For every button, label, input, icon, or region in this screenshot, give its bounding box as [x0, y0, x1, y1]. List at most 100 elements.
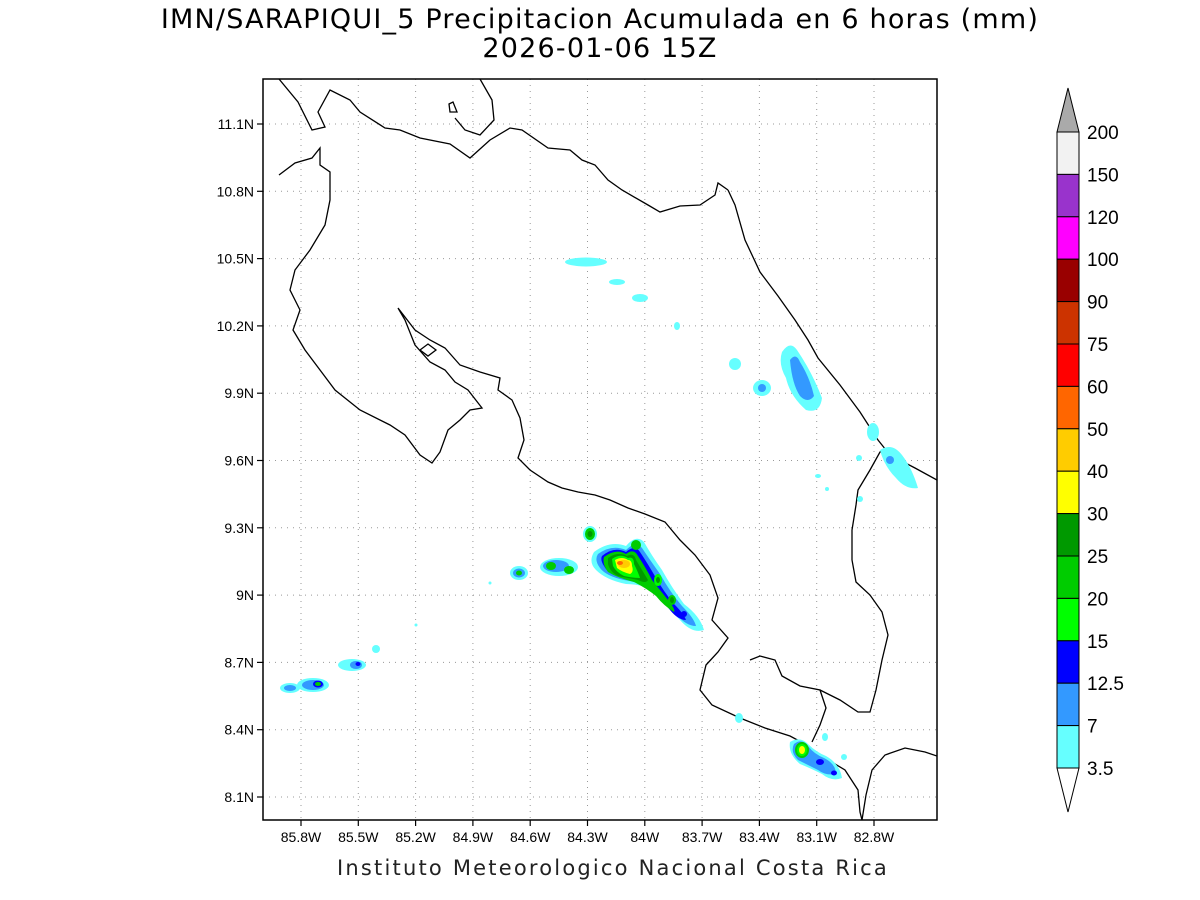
panama-border: [819, 447, 889, 713]
lat-tick-label: 9N: [236, 587, 254, 603]
legend-level-label: 30: [1087, 505, 1108, 526]
legend-level-label: 60: [1087, 377, 1108, 398]
legend-swatch: [1056, 428, 1080, 472]
precip-cell: [790, 356, 814, 400]
lat-tick-label: 8.7N: [224, 654, 254, 670]
precip-cell: [670, 597, 674, 603]
pacific-coast-north: [278, 146, 863, 820]
precip-cell: [857, 496, 863, 502]
precip-cell: [674, 322, 680, 330]
nicaragua-border-and-lake: [278, 79, 937, 481]
precip-cell: [856, 455, 862, 461]
precip-cell: [799, 746, 805, 754]
legend-level-label: 7: [1087, 717, 1098, 738]
lat-tick-label: 8.4N: [224, 722, 254, 738]
precip-cell: [867, 423, 879, 441]
map-frame: [262, 78, 938, 821]
precip-cell: [488, 581, 492, 585]
precip-cell: [414, 623, 418, 627]
legend-swatch: [1056, 555, 1080, 599]
color-scale-legend: 200 150 120 100 90 75 60 50 40 30 25 20 15 12.5 7 3.5: [1056, 87, 1124, 813]
legend-level-label: 50: [1087, 420, 1108, 441]
nicaragua-coast-north: [454, 79, 495, 136]
lon-tick-label: 84.9W: [453, 829, 494, 845]
lat-tick-label: 10.5N: [217, 251, 254, 267]
legend-under-triangle: [1056, 767, 1080, 813]
legend-swatch: [1056, 640, 1080, 684]
lat-tick-label: 9.9N: [224, 385, 254, 401]
legend-swatch: [1056, 343, 1080, 387]
lat-tick-label: 10.2N: [217, 318, 254, 334]
legend-swatch: [1056, 173, 1080, 218]
precip-cell: [681, 611, 687, 617]
map-title: IMN/SARAPIQUI_5 Precipitacion Acumulada …: [160, 4, 1040, 35]
lon-tick-label: 84.3W: [567, 829, 608, 845]
lon-tick-label: 84W: [630, 829, 660, 845]
coastline-borders: [278, 79, 937, 820]
legend-level-label: 20: [1087, 589, 1108, 610]
precip-cell: [825, 487, 829, 491]
legend-swatch: [1056, 725, 1080, 769]
longitude-axis: 85.8W 85.5W 85.2W 84.9W 84.6W 84.3W 84W 83.7W 83…: [281, 820, 895, 845]
precip-cell: [886, 456, 894, 464]
legend-swatch: [1056, 385, 1080, 430]
panama-coast-south: [861, 747, 937, 820]
precip-cell: [355, 662, 361, 666]
precip-field: [280, 257, 918, 780]
precip-cell: [758, 384, 766, 392]
precip-cell: [831, 770, 837, 776]
precip-cell: [315, 682, 321, 686]
osa-peninsula: [749, 655, 827, 743]
legend-level-label: 40: [1087, 462, 1108, 483]
legend-level-label: 12.5: [1087, 674, 1124, 695]
legend-level-label: 75: [1087, 335, 1108, 356]
legend-level-label: 90: [1087, 293, 1108, 314]
legend-swatch: [1056, 258, 1080, 303]
lon-tick-label: 84.6W: [510, 829, 551, 845]
lon-tick-label: 85.2W: [395, 829, 436, 845]
lon-tick-label: 85.5W: [338, 829, 379, 845]
lat-tick-label: 9.6N: [224, 453, 254, 469]
legend-swatch: [1056, 470, 1080, 515]
precip-cell: [815, 474, 821, 478]
lat-tick-label: 9.3N: [224, 520, 254, 536]
legend-swatch: [1056, 682, 1080, 727]
precip-cell: [841, 754, 847, 760]
lat-tick-label: 11.1N: [218, 116, 254, 132]
lat-tick-label: 8.1N: [224, 789, 254, 805]
legend-swatch: [1056, 301, 1080, 345]
precip-cell: [822, 733, 828, 741]
legend-over-triangle: [1056, 87, 1080, 133]
lon-tick-label: 82.8W: [854, 829, 895, 845]
lon-tick-label: 85.8W: [281, 829, 322, 845]
legend-level-label: 120: [1087, 208, 1119, 229]
legend-level-label: 25: [1087, 547, 1108, 568]
legend-level-label: 3.5: [1087, 759, 1113, 780]
precip-cell: [631, 540, 641, 550]
precip-cell: [617, 561, 623, 565]
legend-swatch: [1056, 513, 1080, 557]
precip-cell: [546, 562, 556, 570]
precip-cell: [656, 577, 660, 583]
precip-cell: [516, 570, 522, 576]
credit-text: Instituto Meteorologico Nacional Costa R…: [337, 856, 889, 880]
precip-cell: [564, 566, 574, 574]
precip-cell: [565, 257, 607, 267]
precip-cell: [284, 685, 296, 691]
precip-cell: [729, 358, 741, 370]
map-grid: [263, 79, 937, 820]
map-subtitle-date: 2026-01-06 15Z: [482, 33, 718, 64]
lake-island: [448, 101, 458, 113]
legend-level-label: 15: [1087, 632, 1108, 653]
lon-tick-label: 83.1W: [796, 829, 837, 845]
legend-level-label: 150: [1087, 165, 1119, 186]
precip-cell: [816, 759, 824, 765]
precip-cell: [632, 294, 648, 302]
precip-cell: [609, 279, 625, 285]
legend-swatch: [1056, 216, 1080, 260]
legend-swatch: [1056, 597, 1080, 642]
precip-cell: [587, 531, 593, 537]
precip-cell: [372, 645, 380, 653]
lat-tick-label: 10.8N: [217, 183, 254, 199]
legend-level-label: 100: [1087, 250, 1119, 271]
